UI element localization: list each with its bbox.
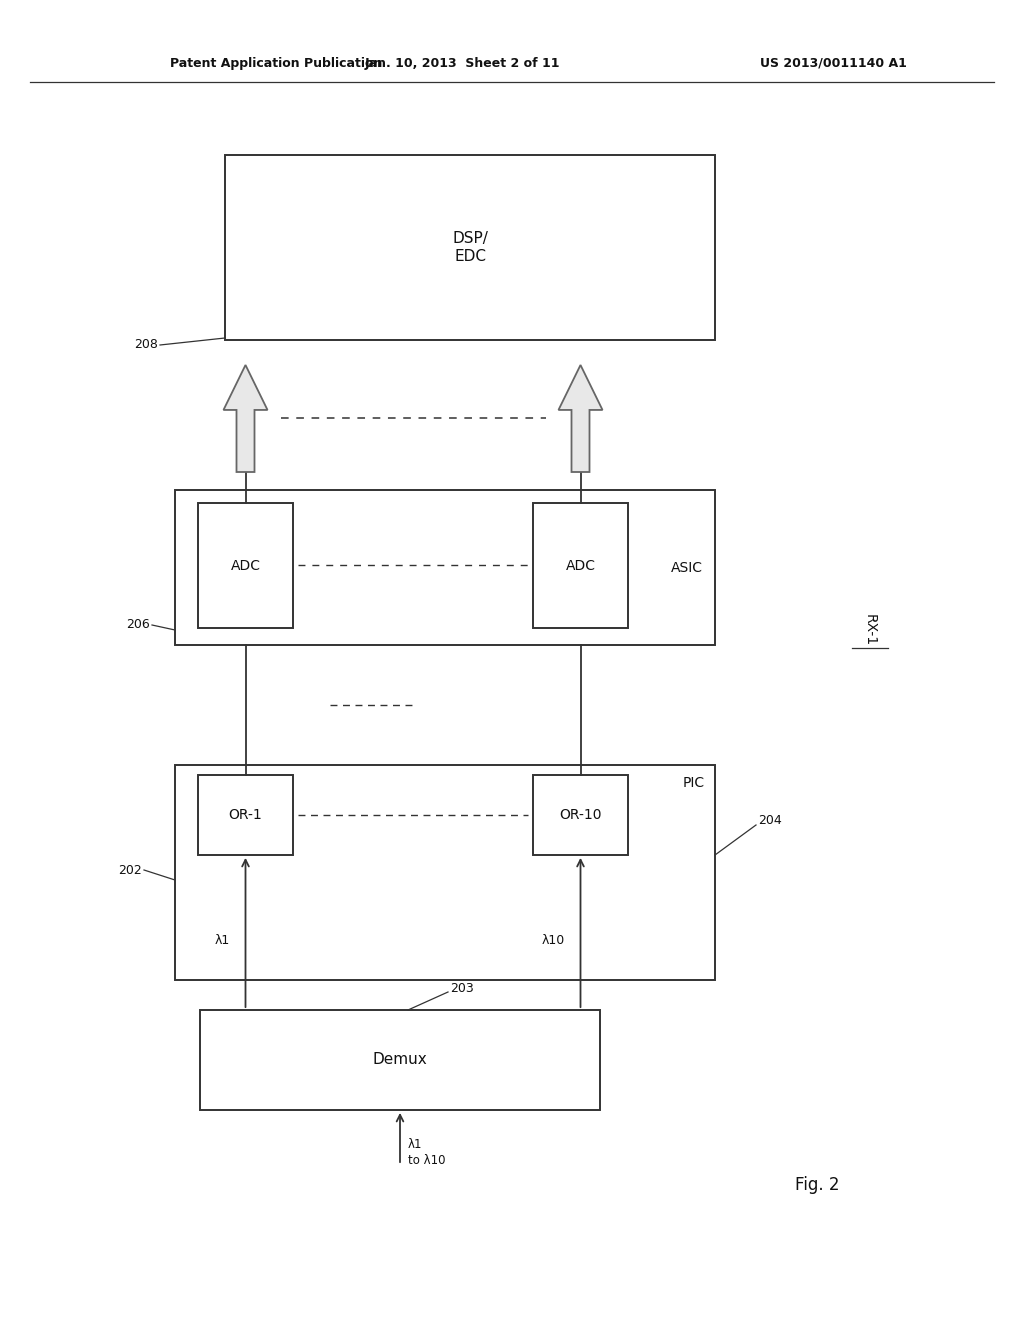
Polygon shape: [558, 366, 602, 473]
Text: OR-10: OR-10: [559, 808, 602, 822]
Text: to λ10: to λ10: [408, 1154, 445, 1167]
Bar: [175, 490, 715, 645]
Bar: [534, 503, 628, 628]
Bar: [200, 1010, 600, 1110]
Text: 204: 204: [758, 813, 781, 826]
Text: ASIC: ASIC: [671, 561, 703, 574]
Text: 203: 203: [450, 982, 474, 994]
Text: 202: 202: [118, 863, 142, 876]
Text: Jan. 10, 2013  Sheet 2 of 11: Jan. 10, 2013 Sheet 2 of 11: [365, 57, 560, 70]
Text: PIC: PIC: [683, 776, 705, 789]
Text: ADC: ADC: [230, 558, 260, 573]
Polygon shape: [223, 366, 267, 473]
Text: US 2013/0011140 A1: US 2013/0011140 A1: [760, 57, 907, 70]
Text: 208: 208: [134, 338, 158, 351]
Bar: [198, 503, 293, 628]
Text: Patent Application Publication: Patent Application Publication: [170, 57, 382, 70]
Text: λ1: λ1: [408, 1138, 423, 1151]
Text: OR-1: OR-1: [228, 808, 262, 822]
Text: Fig. 2: Fig. 2: [795, 1176, 840, 1195]
Text: DSP/
EDC: DSP/ EDC: [452, 231, 488, 264]
Text: RX-1: RX-1: [863, 614, 877, 645]
Text: λ10: λ10: [542, 933, 564, 946]
Text: Demux: Demux: [373, 1052, 427, 1068]
Bar: [175, 766, 715, 979]
Text: ADC: ADC: [565, 558, 596, 573]
Bar: [225, 154, 715, 341]
Bar: [534, 775, 628, 855]
Text: λ1: λ1: [214, 933, 229, 946]
Text: 206: 206: [126, 619, 150, 631]
Bar: [198, 775, 293, 855]
